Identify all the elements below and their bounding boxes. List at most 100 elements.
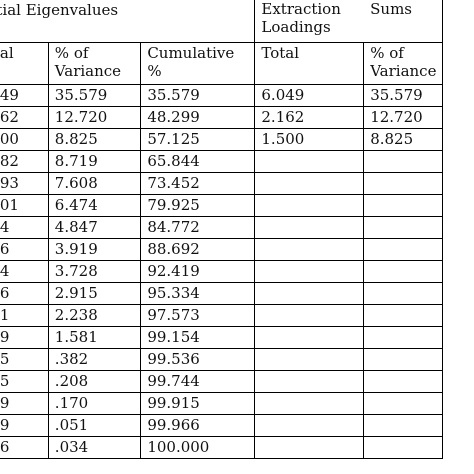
col-ext-pct-variance-line2: Variance [370, 62, 437, 80]
ext-total-cell [254, 150, 365, 173]
cumulative-cell: 99.966 [140, 414, 256, 437]
pct-variance-cell: 4.847 [47, 216, 142, 239]
ext-total-cell [254, 260, 365, 283]
cumulative-cell: 35.579 [140, 84, 256, 107]
variance-explained-table: Initial Eigenvalues Extraction Sums Load… [0, 0, 443, 459]
total-cell: 1.101 [0, 194, 49, 217]
initial-eigenvalues-label: Initial Eigenvalues [0, 1, 119, 19]
pct-variance-cell: .051 [47, 414, 142, 437]
ext-total-cell: 2.162 [254, 106, 365, 129]
ext-pct-variance-cell [363, 238, 443, 261]
total-cell: 2.162 [0, 106, 49, 129]
ext-total-cell [254, 370, 365, 393]
total-cell: .065 [0, 348, 49, 371]
cumulative-cell: 79.925 [140, 194, 256, 217]
ext-total-cell [254, 348, 365, 371]
ext-pct-variance-cell [363, 194, 443, 217]
cumulative-cell: 88.692 [140, 238, 256, 261]
pct-variance-cell: 7.608 [47, 172, 142, 195]
pct-variance-cell: .208 [47, 370, 142, 393]
pct-variance-cell: 8.719 [47, 150, 142, 173]
cumulative-cell: 95.334 [140, 282, 256, 305]
col-ext-total-header: Total [254, 42, 365, 85]
ext-pct-variance-cell [363, 326, 443, 349]
col-cumulative-header: Cumulative % [140, 42, 256, 85]
ext-pct-variance-cell [363, 282, 443, 305]
cumulative-cell: 48.299 [140, 106, 256, 129]
ext-total-cell [254, 216, 365, 239]
pct-variance-cell: .170 [47, 392, 142, 415]
total-cell: .009 [0, 414, 49, 437]
cumulative-cell: 57.125 [140, 128, 256, 151]
col-ext-pct-variance-line1: % of [370, 44, 404, 62]
total-cell: .824 [0, 216, 49, 239]
cumulative-cell: 73.452 [140, 172, 256, 195]
pct-variance-cell: 6.474 [47, 194, 142, 217]
extraction-sums-header: Extraction Sums Loadings [254, 0, 443, 43]
col-pct-variance-header: % of Variance [47, 42, 142, 85]
total-cell: .269 [0, 326, 49, 349]
total-cell: .666 [0, 238, 49, 261]
pct-variance-cell: .382 [47, 348, 142, 371]
cumulative-cell: 99.744 [140, 370, 256, 393]
ext-total-cell [254, 436, 365, 459]
pct-variance-cell: 8.825 [47, 128, 142, 151]
total-cell: .381 [0, 304, 49, 327]
ext-total-cell [254, 304, 365, 327]
ext-pct-variance-cell [363, 172, 443, 195]
col-pct-variance-line2: Variance [54, 62, 122, 80]
total-cell: 1.500 [0, 128, 49, 151]
col-cumulative-line2: % [147, 62, 162, 80]
loadings-label: Loadings [261, 18, 331, 36]
col-cumulative-line1: Cumulative [147, 44, 235, 62]
col-ext-total-label: Total [261, 44, 300, 62]
cumulative-cell: 99.154 [140, 326, 256, 349]
total-cell: 1.293 [0, 172, 49, 195]
col-total-label: Total [0, 44, 14, 62]
total-cell: .029 [0, 392, 49, 415]
pct-variance-cell: 2.238 [47, 304, 142, 327]
ext-pct-variance-cell [363, 370, 443, 393]
ext-pct-variance-cell [363, 414, 443, 437]
ext-pct-variance-cell [363, 392, 443, 415]
ext-pct-variance-cell: 35.579 [363, 84, 443, 107]
pct-variance-cell: 3.728 [47, 260, 142, 283]
ext-pct-variance-cell [363, 216, 443, 239]
pct-variance-cell: 3.919 [47, 238, 142, 261]
table-group-header-row: Initial Eigenvalues Extraction Sums Load… [0, 0, 443, 43]
extraction-title-line: Extraction Sums [261, 0, 441, 18]
cumulative-cell: 97.573 [140, 304, 256, 327]
extraction-label: Extraction [261, 0, 341, 18]
ext-pct-variance-cell [363, 304, 443, 327]
pct-variance-cell: .034 [47, 436, 142, 459]
ext-total-cell [254, 414, 365, 437]
ext-pct-variance-cell [363, 260, 443, 283]
table-column-header-row: Total % of Variance Cumulative % Total %… [0, 42, 443, 85]
initial-eigenvalues-header: Initial Eigenvalues [0, 0, 256, 43]
pct-variance-cell: 35.579 [47, 84, 142, 107]
total-cell: .496 [0, 282, 49, 305]
col-total-header: Total [0, 42, 49, 85]
sums-label: Sums [370, 0, 412, 18]
pct-variance-cell: 1.581 [47, 326, 142, 349]
ext-total-cell: 1.500 [254, 128, 365, 151]
ext-total-cell [254, 392, 365, 415]
ext-total-cell: 6.049 [254, 84, 365, 107]
ext-total-cell [254, 238, 365, 261]
ext-pct-variance-cell [363, 436, 443, 459]
pct-variance-cell: 2.915 [47, 282, 142, 305]
